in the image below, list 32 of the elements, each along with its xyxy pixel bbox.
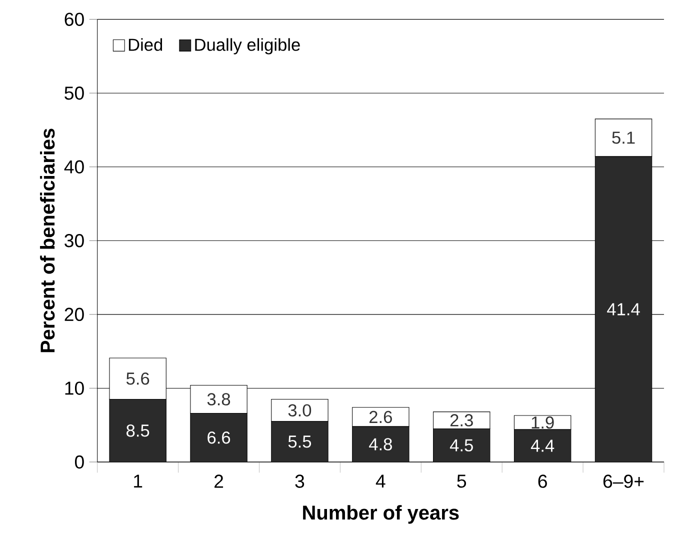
data-label: 2.3 [450, 414, 473, 426]
data-label: 5.5 [288, 436, 312, 448]
data-label: 8.5 [126, 424, 150, 437]
data-label: 4.8 [369, 438, 392, 450]
y-tick-label: 30 [64, 234, 84, 248]
data-label: 4.5 [450, 439, 473, 452]
x-axis-title: Number of years [303, 505, 459, 524]
data-label: 41.4 [607, 303, 640, 316]
x-tick-label: 6–9+ [603, 474, 644, 488]
data-label: 4.4 [530, 440, 554, 452]
y-tick-label: 40 [64, 160, 84, 174]
y-tick-label: 60 [64, 12, 84, 26]
y-tick-label: 0 [74, 455, 84, 469]
data-label: 6.6 [208, 432, 230, 444]
y-axis-title: Percent of beneficiaries [40, 128, 55, 352]
data-label: 1.9 [532, 416, 554, 429]
legend-label: Dually eligible [195, 38, 300, 54]
data-label: 2.6 [370, 410, 392, 424]
x-tick-label: 1 [134, 474, 142, 488]
data-label: 5.6 [126, 372, 150, 385]
data-label: 3.8 [207, 393, 230, 406]
x-tick-label: 6 [538, 474, 547, 488]
x-tick-label: 3 [295, 474, 304, 488]
y-tick-label: 10 [65, 382, 84, 395]
legend-label: Died [128, 38, 162, 51]
y-tick-label: 50 [64, 86, 84, 100]
x-tick-label: 2 [214, 474, 224, 488]
x-tick-label: 5 [457, 474, 466, 488]
y-tick-label: 20 [64, 308, 84, 322]
data-label: 5.1 [612, 132, 635, 144]
data-label: 3.0 [288, 404, 312, 416]
x-tick-label: 4 [376, 474, 386, 488]
